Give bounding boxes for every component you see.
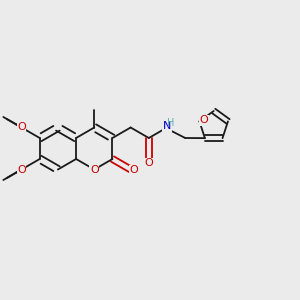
Text: O: O xyxy=(200,116,208,125)
Text: O: O xyxy=(90,165,99,175)
Text: O: O xyxy=(130,165,139,175)
Text: N: N xyxy=(163,121,171,131)
Text: O: O xyxy=(17,122,26,133)
Text: O: O xyxy=(17,164,26,175)
Text: H: H xyxy=(167,118,175,128)
Text: O: O xyxy=(145,158,153,168)
